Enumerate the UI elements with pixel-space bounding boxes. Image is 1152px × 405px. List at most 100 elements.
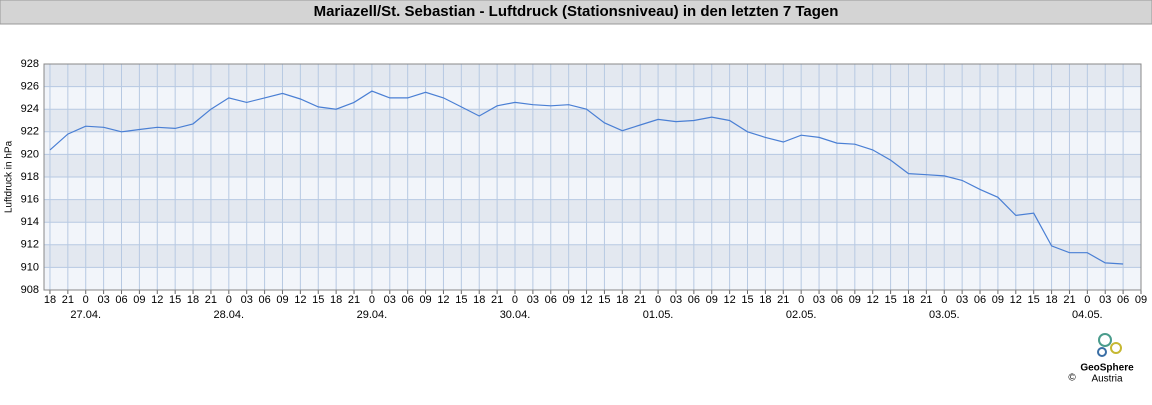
- y-tick-label: 918: [21, 171, 39, 183]
- x-tick-label: 06: [115, 294, 127, 306]
- grid-band: [44, 244, 1141, 268]
- x-tick-label: 12: [867, 294, 879, 306]
- date-label: 04.05.: [1072, 309, 1103, 321]
- x-tick-label: 0: [1084, 294, 1090, 306]
- plot-frame: [43, 63, 1142, 291]
- x-tick-label: 18: [1045, 294, 1057, 306]
- x-tick-label: 12: [437, 294, 449, 306]
- x-tick-label: 12: [724, 294, 736, 306]
- x-tick-label: 18: [187, 294, 199, 306]
- x-tick-label: 09: [419, 294, 431, 306]
- date-label: 27.04.: [70, 309, 101, 321]
- x-tick-label: 09: [563, 294, 575, 306]
- x-tick-label: 06: [688, 294, 700, 306]
- x-tick-label: 18: [759, 294, 771, 306]
- x-tick-label: 12: [294, 294, 306, 306]
- grid-band: [44, 267, 1141, 290]
- logo-icon: [1097, 347, 1107, 357]
- x-tick-label: 15: [455, 294, 467, 306]
- chart-title: Mariazell/St. Sebastian - Luftdruck (Sta…: [314, 3, 839, 20]
- logo-icon: [1098, 333, 1112, 347]
- x-tick-label: 03: [97, 294, 109, 306]
- x-tick-label: 03: [527, 294, 539, 306]
- y-tick-label: 910: [21, 261, 39, 273]
- x-tick-label: 06: [1117, 294, 1129, 306]
- grid-band: [44, 154, 1141, 177]
- x-tick-label: 21: [634, 294, 646, 306]
- x-tick-label: 15: [1028, 294, 1040, 306]
- logo: GeoSphere Austria ©: [1068, 333, 1134, 385]
- x-tick-label: 0: [655, 294, 661, 306]
- x-tick-label: 18: [330, 294, 342, 306]
- grid-band: [44, 222, 1141, 245]
- x-tick-label: 03: [241, 294, 253, 306]
- x-tick-label: 0: [512, 294, 518, 306]
- grid-band: [44, 131, 1141, 155]
- x-tick-label: 15: [884, 294, 896, 306]
- x-tick-label: 18: [473, 294, 485, 306]
- logo-name: GeoSphere: [1080, 363, 1134, 374]
- x-tick-label: 06: [402, 294, 414, 306]
- x-tick-label: 21: [491, 294, 503, 306]
- y-tick-label: 922: [21, 126, 39, 138]
- x-tick-label: 03: [384, 294, 396, 306]
- grid-band: [44, 109, 1141, 132]
- x-tick-label: 21: [920, 294, 932, 306]
- x-tick-label: 06: [545, 294, 557, 306]
- x-tick-label: 12: [151, 294, 163, 306]
- logo-sub: Austria: [1091, 374, 1123, 385]
- date-label: 30.04.: [500, 309, 531, 321]
- grid-band: [44, 64, 1141, 87]
- x-tick-label: 03: [670, 294, 682, 306]
- x-tick-label: 18: [616, 294, 628, 306]
- x-tick-label: 15: [169, 294, 181, 306]
- x-tick-label: 18: [902, 294, 914, 306]
- y-tick-label: 908: [21, 284, 39, 296]
- title-bar: [0, 0, 1152, 25]
- grid-band: [44, 199, 1141, 223]
- x-tick-label: 15: [312, 294, 324, 306]
- date-label: 02.05.: [786, 309, 817, 321]
- date-label: 01.05.: [643, 309, 674, 321]
- y-tick-label: 928: [21, 58, 39, 70]
- y-tick-label: 912: [21, 239, 39, 251]
- x-tick-label: 0: [798, 294, 804, 306]
- logo-icon: [1110, 342, 1122, 354]
- x-tick-label: 03: [813, 294, 825, 306]
- x-tick-label: 03: [956, 294, 968, 306]
- x-tick-label: 06: [258, 294, 270, 306]
- x-tick-label: 15: [741, 294, 753, 306]
- y-axis-label: Luftdruck in hPa: [4, 140, 15, 213]
- x-tick-label: 21: [205, 294, 217, 306]
- grid-band: [44, 177, 1141, 200]
- x-tick-label: 12: [1010, 294, 1022, 306]
- y-tick-label: 916: [21, 194, 39, 206]
- x-tick-label: 09: [1135, 294, 1147, 306]
- x-tick-label: 21: [62, 294, 74, 306]
- x-tick-label: 0: [369, 294, 375, 306]
- data-line: [49, 90, 1124, 265]
- x-tick-label: 09: [849, 294, 861, 306]
- x-tick-label: 06: [831, 294, 843, 306]
- y-tick-label: 924: [21, 103, 39, 115]
- x-tick-label: 09: [992, 294, 1004, 306]
- y-tick-label: 914: [21, 216, 39, 228]
- x-tick-label: 06: [974, 294, 986, 306]
- x-tick-label: 21: [777, 294, 789, 306]
- y-tick-label: 920: [21, 148, 39, 160]
- date-label: 28.04.: [214, 309, 245, 321]
- y-tick-label: 926: [21, 81, 39, 93]
- x-tick-label: 21: [348, 294, 360, 306]
- x-tick-label: 03: [1099, 294, 1111, 306]
- x-tick-label: 0: [83, 294, 89, 306]
- x-tick-label: 09: [276, 294, 288, 306]
- x-tick-label: 0: [226, 294, 232, 306]
- x-tick-label: 09: [133, 294, 145, 306]
- grid-band: [44, 86, 1141, 110]
- x-tick-label: 21: [1063, 294, 1075, 306]
- date-label: 03.05.: [929, 309, 960, 321]
- copyright: ©: [1068, 373, 1076, 384]
- x-tick-label: 09: [706, 294, 718, 306]
- date-label: 29.04.: [357, 309, 388, 321]
